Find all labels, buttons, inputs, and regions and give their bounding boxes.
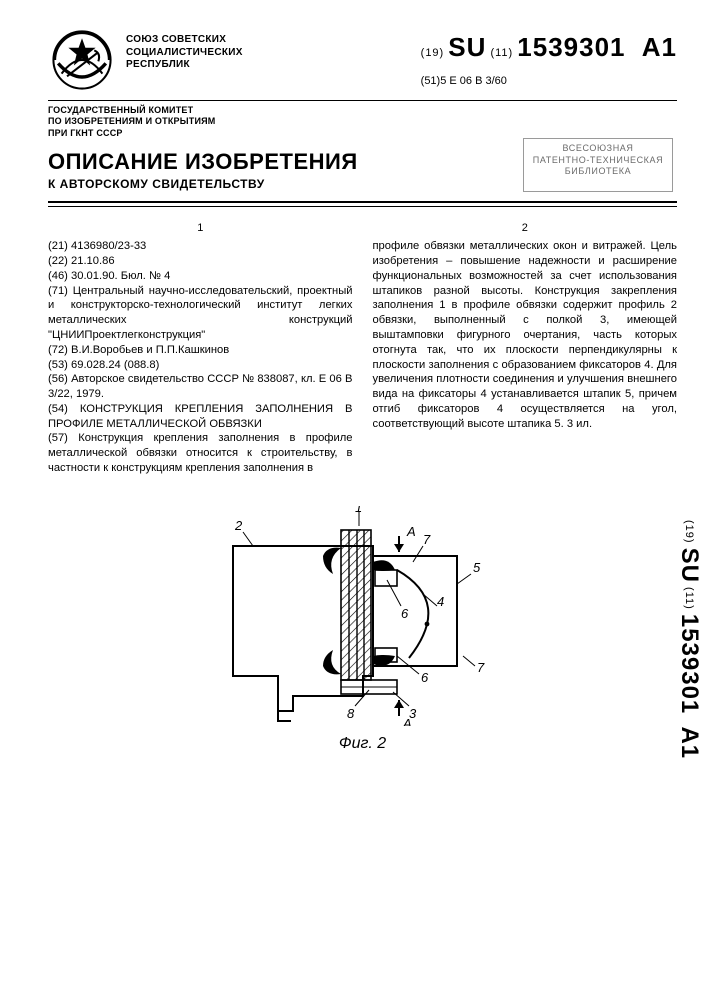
state-emblem-icon	[48, 26, 116, 94]
library-stamp: ВСЕСОЮЗНАЯ ПАТЕНТНО-ТЕХНИЧЕСКАЯ БИБЛИОТЕ…	[523, 138, 673, 192]
column-number: 2	[373, 221, 678, 236]
union-line: РЕСПУБЛИК	[126, 59, 243, 72]
committee-line: ГОСУДАРСТВЕННЫЙ КОМИТЕТ	[48, 105, 677, 116]
figure-caption: Фиг. 2	[223, 735, 503, 753]
column-right: 2 профиле обвязки металлических окон и в…	[373, 221, 678, 476]
rule	[48, 100, 677, 101]
figure: 1 2 7 4 5 7 6 6 8 3 A A Фиг. 2	[223, 506, 503, 753]
fig-label: 1	[355, 506, 362, 515]
su-suffix: A1	[642, 32, 677, 62]
su-mid: (11)	[490, 47, 513, 59]
committee-line: ПО ИЗОБРЕТЕНИЯМ И ОТКРЫТИЯМ	[48, 116, 677, 127]
fig-label: 6	[401, 606, 409, 621]
fig-label: 5	[473, 560, 481, 575]
su-code: SU	[448, 32, 486, 62]
figure-wrap: 1 2 7 4 5 7 6 6 8 3 A A Фиг. 2	[48, 506, 677, 753]
side-su: SU	[676, 548, 703, 583]
side-code: (19) SU (11) 1539301 A1	[675, 520, 703, 759]
fig-label: A	[402, 716, 412, 726]
su-code-line: (19) SU (11) 1539301 A1	[421, 32, 677, 63]
su-prefix: (19)	[421, 47, 445, 59]
fig-label: 4	[437, 594, 444, 609]
rule	[48, 206, 677, 207]
body-columns: 1 (21) 4136980/23-33 (22) 21.10.86 (46) …	[48, 221, 677, 476]
su-number: 1539301	[517, 32, 625, 62]
column-left: 1 (21) 4136980/23-33 (22) 21.10.86 (46) …	[48, 221, 353, 476]
stamp-line: ПАТЕНТНО-ТЕХНИЧЕСКАЯ	[530, 155, 666, 167]
side-mid: (11)	[683, 587, 695, 610]
fig-label: A	[406, 524, 416, 539]
classification: (51)5 E 06 B 3/60	[421, 75, 677, 87]
union-line: СОЦИАЛИСТИЧЕСКИХ	[126, 47, 243, 60]
side-number: 1539301	[676, 614, 703, 714]
fig-label: 6	[421, 670, 429, 685]
side-suffix: A1	[676, 726, 703, 759]
column-number: 1	[48, 221, 353, 236]
stamp-line: БИБЛИОТЕКА	[530, 166, 666, 178]
stamp-line: ВСЕСОЮЗНАЯ	[530, 143, 666, 155]
page: СОЮЗ СОВЕТСКИХ СОЦИАЛИСТИЧЕСКИХ РЕСПУБЛИ…	[0, 0, 707, 773]
fig-label: 7	[477, 660, 485, 675]
header-band: СОЮЗ СОВЕТСКИХ СОЦИАЛИСТИЧЕСКИХ РЕСПУБЛИ…	[48, 26, 677, 94]
doc-codes: (19) SU (11) 1539301 A1 (51)5 E 06 B 3/6…	[421, 26, 677, 94]
fig-label: 2	[234, 518, 243, 533]
fig-label: 8	[347, 706, 355, 721]
rule-thick	[48, 201, 677, 203]
union-line: СОЮЗ СОВЕТСКИХ	[126, 34, 243, 47]
figure-svg: 1 2 7 4 5 7 6 6 8 3 A A	[223, 506, 503, 726]
union-title: СОЮЗ СОВЕТСКИХ СОЦИАЛИСТИЧЕСКИХ РЕСПУБЛИ…	[126, 26, 243, 94]
column-text: (21) 4136980/23-33 (22) 21.10.86 (46) 30…	[48, 239, 353, 476]
fig-label: 7	[423, 532, 431, 547]
committee: ГОСУДАРСТВЕННЫЙ КОМИТЕТ ПО ИЗОБРЕТЕНИЯМ …	[48, 105, 677, 139]
column-text: профиле обвязки металлических окон и вит…	[373, 239, 678, 431]
side-prefix: (19)	[683, 520, 695, 544]
